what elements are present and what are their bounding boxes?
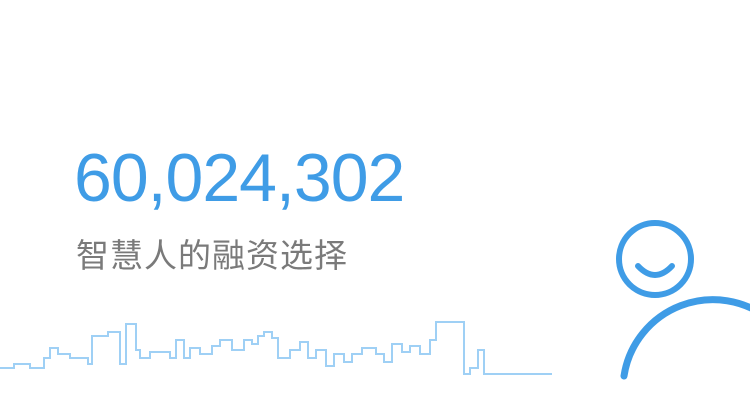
smiling-person-icon [616,220,750,380]
tagline: 智慧人的融资选择 [76,236,348,275]
city-skyline-icon [0,321,552,375]
user-count: 60,024,302 [74,140,405,216]
